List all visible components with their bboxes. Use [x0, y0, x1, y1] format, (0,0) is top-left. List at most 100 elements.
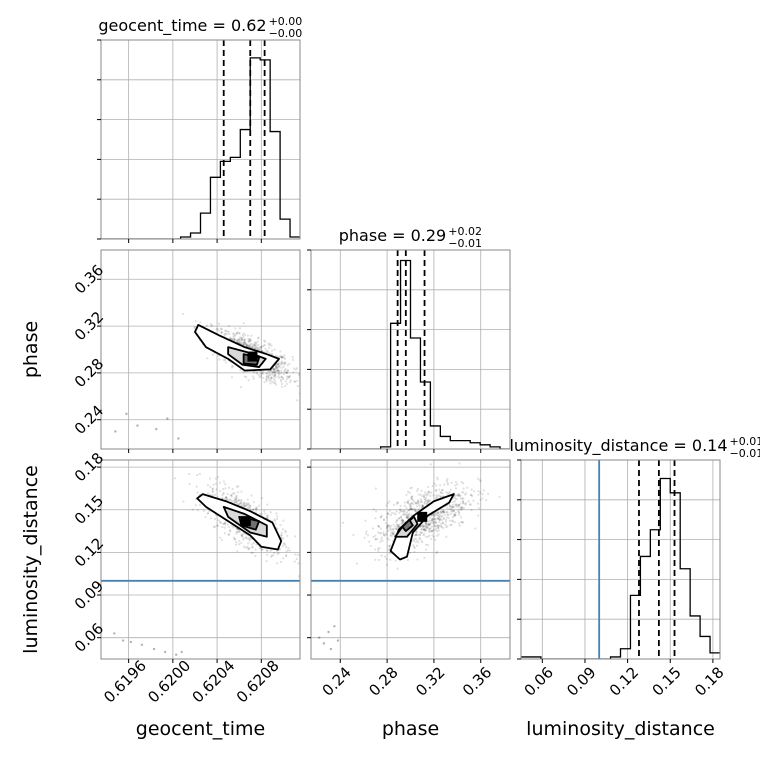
scatter-phase-vs-luminosity_distance-point [426, 526, 429, 530]
scatter-geocent_time-vs-phase-point [281, 356, 284, 359]
scatter-phase-vs-luminosity_distance-point [417, 541, 420, 544]
scatter-phase-vs-luminosity_distance-point [385, 563, 388, 566]
scatter-phase-vs-luminosity_distance-point [436, 495, 439, 498]
scatter-geocent_time-vs-phase-point [261, 372, 264, 375]
scatter-geocent_time-vs-luminosity_distance-point [229, 494, 233, 497]
scatter-phase-vs-luminosity_distance-point [406, 517, 410, 520]
scatter-geocent_time-vs-luminosity_distance-point [240, 534, 243, 537]
scatter-geocent_time-vs-luminosity_distance-point [227, 533, 230, 536]
scatter-geocent_time-vs-phase-point [248, 339, 252, 343]
scatter-phase-vs-luminosity_distance-point [379, 540, 382, 544]
scatter-phase-vs-luminosity_distance-point [427, 491, 430, 494]
scatter-geocent_time-vs-phase-point [283, 362, 286, 366]
scatter-phase-vs-luminosity_distance-point [470, 508, 473, 512]
scatter-geocent_time-vs-phase-point [278, 362, 282, 365]
scatter-geocent_time-vs-phase-point [265, 375, 269, 378]
scatter-phase-vs-luminosity_distance-point [387, 538, 390, 541]
scatter-geocent_time-vs-phase-point [268, 344, 271, 347]
scatter-phase-vs-luminosity_distance-point [479, 480, 482, 483]
scatter-phase-vs-luminosity_distance-point [422, 496, 426, 499]
scatter-geocent_time-vs-phase-point [253, 343, 256, 346]
scatter-phase-vs-luminosity_distance-point [428, 524, 431, 527]
scatter-geocent_time-vs-luminosity_distance-point [232, 526, 235, 529]
scatter-phase-vs-luminosity_distance-point [457, 509, 460, 512]
histogram-luminosity_distance-hgrid [521, 499, 720, 620]
scatter-phase-vs-luminosity_distance-content [317, 462, 501, 651]
scatter-phase-vs-luminosity_distance-point [414, 540, 418, 544]
scatter-geocent_time-vs-phase-point [261, 376, 264, 379]
scatter-geocent_time-vs-phase-point [277, 364, 280, 367]
scatter-geocent_time-vs-phase-point [246, 344, 249, 347]
scatter-phase-vs-luminosity_distance-point [352, 533, 355, 536]
scatter-geocent_time-vs-luminosity_distance-point [295, 557, 298, 561]
scatter-geocent_time-vs-phase-point [253, 344, 256, 347]
scatter-geocent_time-vs-luminosity_distance-point [273, 518, 276, 521]
scatter-phase-vs-luminosity_distance-point [462, 487, 465, 490]
scatter-phase-vs-luminosity_distance-point [414, 509, 417, 513]
scatter-phase-vs-luminosity_distance-point [387, 548, 390, 551]
scatter-phase-vs-luminosity_distance-point [462, 482, 465, 485]
scatter-geocent_time-vs-phase-point [240, 338, 244, 341]
scatter-geocent_time-vs-phase-point [235, 332, 238, 335]
scatter-geocent_time-vs-phase-point [270, 349, 274, 352]
scatter-geocent_time-vs-phase-point [279, 380, 283, 383]
scatter-phase-vs-luminosity_distance-point [414, 534, 418, 537]
scatter-geocent_time-vs-luminosity_distance-point [227, 498, 230, 501]
scatter-geocent_time-vs-luminosity_distance-point [286, 534, 289, 537]
scatter-geocent_time-vs-phase-point [274, 368, 277, 371]
scatter-phase-vs-luminosity_distance-point [396, 501, 399, 504]
scatter-phase-vs-luminosity_distance-point [461, 506, 464, 509]
scatter-phase-vs-luminosity_distance-point [454, 484, 457, 487]
scatter-phase-vs-luminosity_distance-point [416, 487, 420, 491]
scatter-geocent_time-vs-luminosity_distance-point [261, 548, 264, 551]
scatter-geocent_time-vs-phase-point [243, 375, 246, 378]
scatter-geocent_time-vs-phase-point [224, 329, 227, 332]
scatter-geocent_time-vs-luminosity_distance-point [225, 496, 228, 499]
scatter-geocent_time-vs-luminosity_distance-point [235, 540, 238, 544]
scatter-phase-vs-luminosity_distance-point [472, 499, 475, 502]
scatter-phase-vs-luminosity_distance-point [446, 481, 449, 485]
scatter-geocent_time-vs-luminosity_distance-point [266, 553, 269, 556]
scatter-phase-vs-luminosity_distance-point [423, 491, 427, 494]
scatter-geocent_time-vs-phase-point [242, 322, 245, 325]
scatter-phase-vs-luminosity_distance-point [406, 558, 409, 562]
scatter-phase-vs-luminosity_distance-point [441, 514, 444, 517]
scatter-geocent_time-vs-phase-point [230, 364, 234, 367]
scatter-phase-vs-luminosity_distance-point [374, 510, 378, 513]
scatter-geocent_time-vs-luminosity_distance-point [250, 551, 253, 554]
scatter-geocent_time-vs-luminosity_distance-point [234, 495, 238, 498]
scatter-phase-vs-luminosity_distance-point [435, 488, 438, 492]
scatter-phase-vs-luminosity_distance-point [414, 530, 418, 533]
scatter-phase-vs-luminosity_distance-point [376, 537, 379, 541]
scatter-geocent_time-vs-luminosity_distance-point [254, 554, 257, 557]
scatter-phase-vs-luminosity_distance-point [481, 492, 484, 496]
scatter-phase-vs-luminosity_distance-point [429, 527, 432, 530]
scatter-geocent_time-vs-phase-point [277, 355, 281, 359]
scatter-geocent_time-vs-phase-stray-2 [136, 424, 139, 427]
scatter-phase-vs-luminosity_distance-point [425, 492, 428, 495]
scatter-phase-vs-luminosity_distance-stray-5 [329, 647, 333, 651]
scatter-phase-vs-luminosity_distance-point [428, 519, 431, 522]
scatter-geocent_time-vs-luminosity_distance-point [257, 504, 261, 507]
scatter-geocent_time-vs-phase-point [243, 340, 246, 343]
scatter-phase-vs-luminosity_distance-point [442, 509, 445, 513]
scatter-phase-vs-luminosity_distance-point [476, 477, 480, 480]
scatter-geocent_time-vs-phase-peak [247, 351, 258, 362]
histogram-luminosity_distance-steps [521, 477, 720, 659]
scatter-geocent_time-vs-phase-point [279, 350, 282, 353]
scatter-geocent_time-vs-phase-point [248, 338, 251, 341]
scatter-phase-vs-luminosity_distance-point [427, 523, 430, 527]
scatter-geocent_time-vs-luminosity_distance-point [272, 554, 275, 557]
scatter-geocent_time-vs-luminosity_distance-point [191, 508, 194, 511]
scatter-geocent_time-vs-luminosity_distance-point [194, 504, 197, 507]
scatter-geocent_time-vs-luminosity_distance-point [225, 495, 228, 499]
scatter-phase-vs-luminosity_distance-point [433, 482, 436, 485]
scatter-geocent_time-vs-phase-point [268, 379, 271, 382]
scatter-phase-vs-luminosity_distance-point [414, 508, 417, 511]
scatter-phase-vs-luminosity_distance-point [396, 501, 399, 504]
scatter-phase-vs-luminosity_distance-point [398, 511, 401, 514]
scatter-geocent_time-vs-luminosity_distance-point [236, 550, 239, 553]
scatter-phase-vs-luminosity_distance-point [387, 529, 390, 532]
scatter-phase-vs-luminosity_distance-point [443, 483, 446, 486]
scatter-geocent_time-vs-luminosity_distance-point [283, 542, 286, 545]
